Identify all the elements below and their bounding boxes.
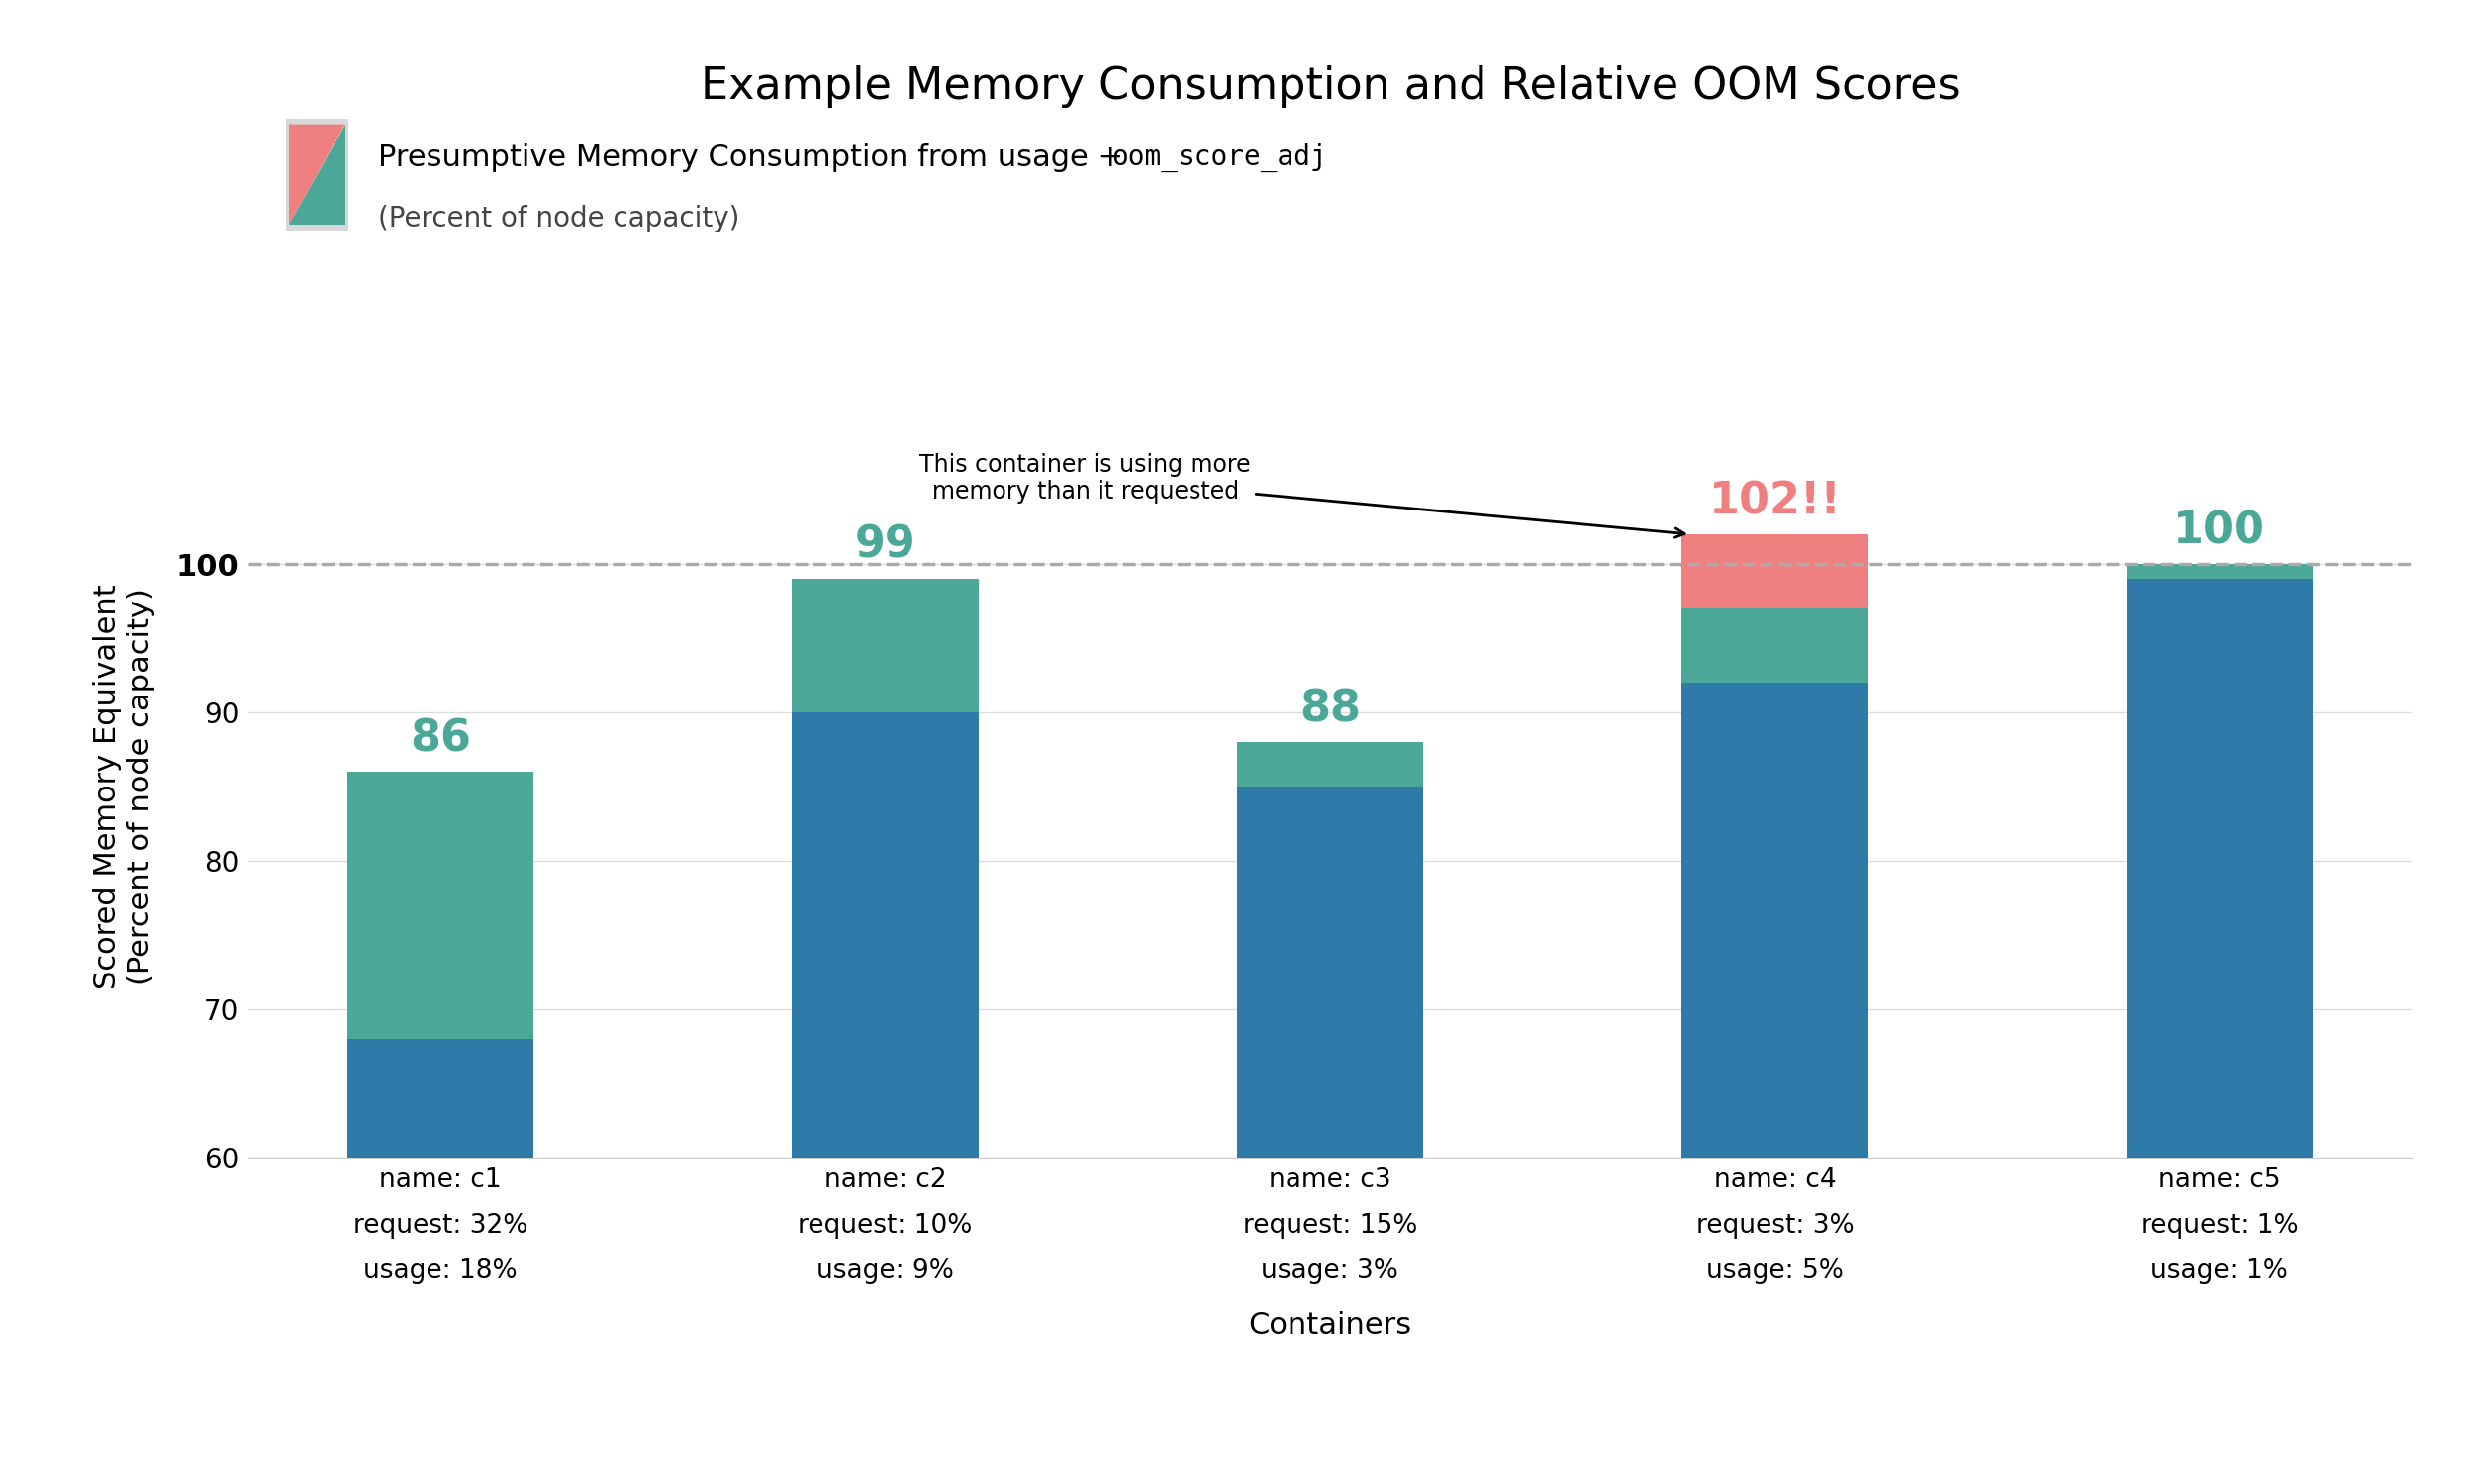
FancyBboxPatch shape <box>281 111 353 237</box>
Text: 102!!: 102!! <box>1708 479 1842 522</box>
Bar <box>1236 742 1424 787</box>
Bar <box>791 712 979 1158</box>
Bar <box>2126 579 2312 1158</box>
Text: 99: 99 <box>855 524 915 567</box>
Polygon shape <box>288 125 346 224</box>
Text: 100: 100 <box>2173 509 2265 552</box>
Bar <box>348 1039 534 1158</box>
Bar <box>791 579 979 712</box>
Polygon shape <box>288 125 346 224</box>
Text: This container is using more
memory than it requested: This container is using more memory than… <box>920 453 1686 537</box>
Bar <box>1681 534 1869 608</box>
Text: oom_score_adj: oom_score_adj <box>1111 144 1328 172</box>
Title: Example Memory Consumption and Relative OOM Scores: Example Memory Consumption and Relative … <box>701 65 1959 108</box>
Bar <box>2126 564 2312 579</box>
Text: (Percent of node capacity): (Percent of node capacity) <box>378 205 738 233</box>
Y-axis label: Scored Memory Equivalent
(Percent of node capacity): Scored Memory Equivalent (Percent of nod… <box>94 583 154 990</box>
Bar <box>348 772 534 1039</box>
Text: 88: 88 <box>1300 687 1360 730</box>
Bar <box>1681 683 1869 1158</box>
Bar <box>1236 787 1424 1158</box>
Text: 86: 86 <box>410 717 470 760</box>
X-axis label: Containers: Containers <box>1248 1312 1412 1340</box>
Bar <box>1681 608 1869 683</box>
Text: Presumptive Memory Consumption from usage +: Presumptive Memory Consumption from usag… <box>378 144 1134 172</box>
